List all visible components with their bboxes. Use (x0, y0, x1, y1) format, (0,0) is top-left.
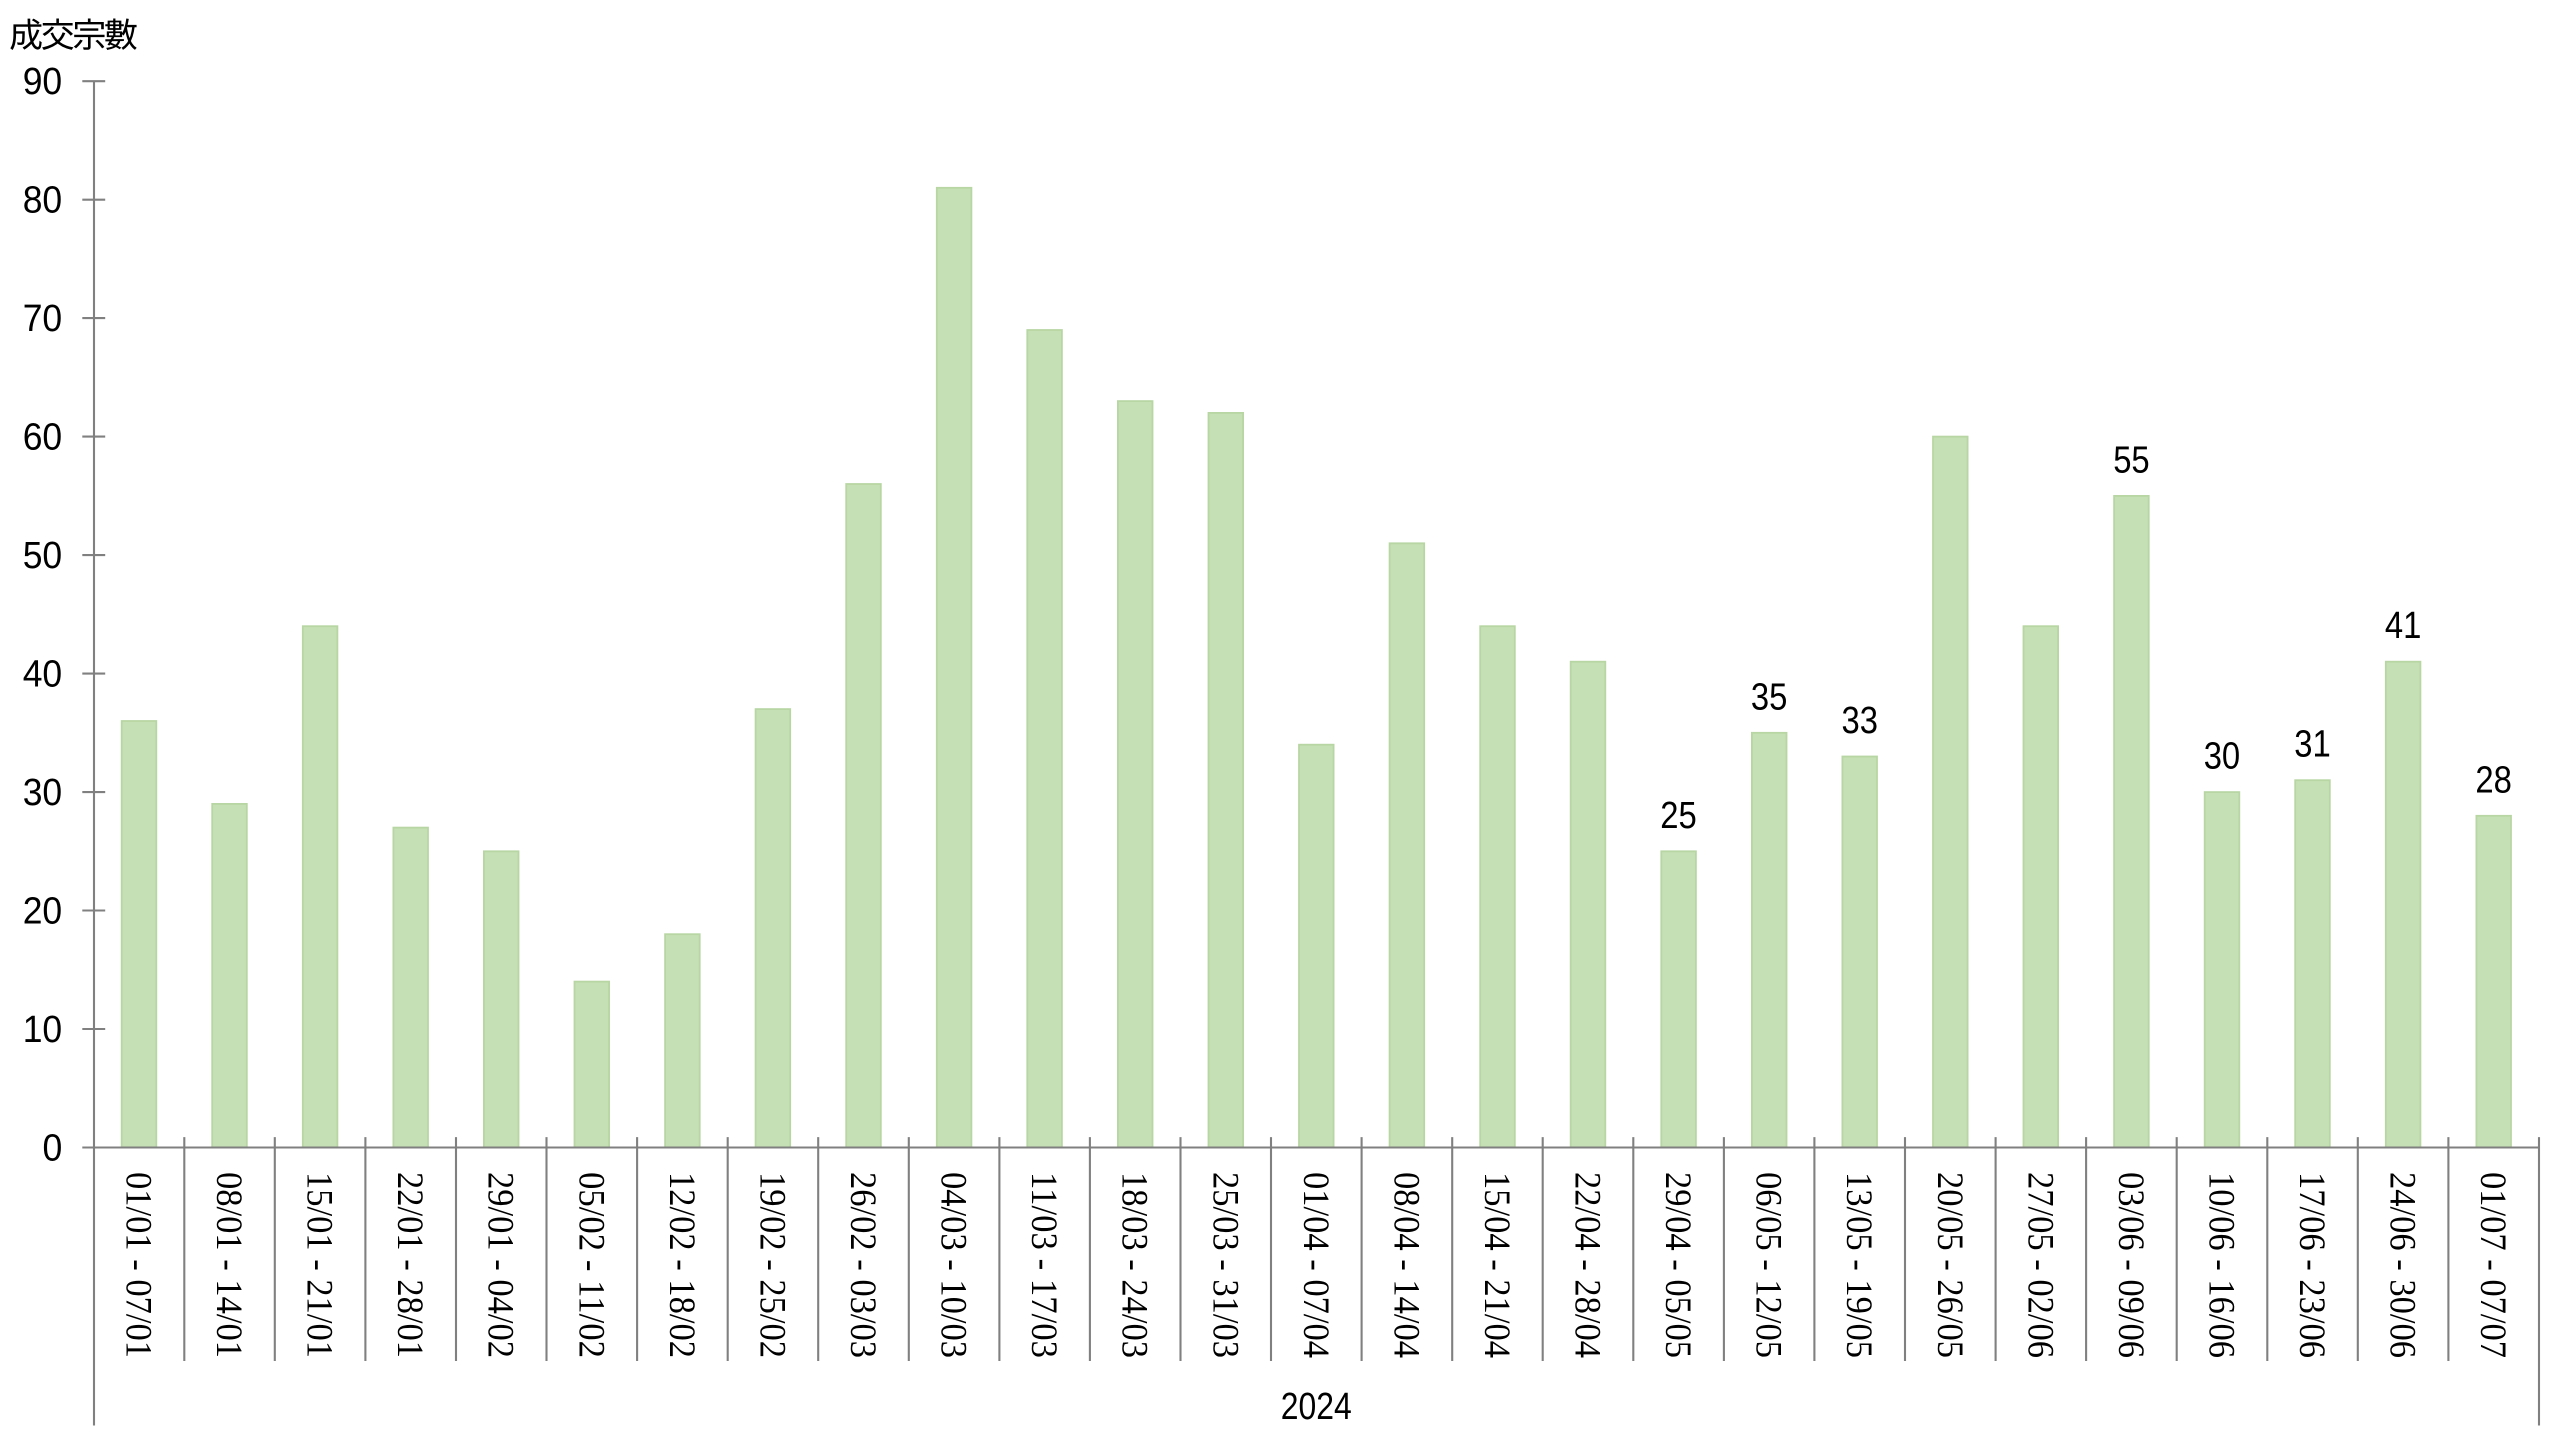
svg-text:29/01 - 04/02: 29/01 - 04/02 (480, 1172, 521, 1358)
svg-text:31: 31 (2294, 724, 2331, 766)
svg-text:2024: 2024 (1281, 1386, 1352, 1428)
svg-text:50: 50 (23, 535, 63, 577)
svg-text:22/01 - 28/01: 22/01 - 28/01 (389, 1172, 430, 1358)
svg-text:01/04 - 07/04: 01/04 - 07/04 (1295, 1172, 1336, 1358)
svg-text:33: 33 (1842, 700, 1879, 742)
svg-text:41: 41 (2385, 605, 2422, 647)
svg-text:05/02 - 11/02: 05/02 - 11/02 (570, 1172, 611, 1358)
svg-text:10: 10 (23, 1009, 63, 1051)
svg-text:25/03 - 31/03: 25/03 - 31/03 (1204, 1172, 1245, 1358)
svg-text:15/01 - 21/01: 15/01 - 21/01 (299, 1172, 340, 1358)
svg-text:27/05 - 02/06: 27/05 - 02/06 (2019, 1172, 2060, 1358)
svg-text:55: 55 (2113, 439, 2150, 481)
svg-text:19/02 - 25/02: 19/02 - 25/02 (751, 1172, 792, 1358)
svg-text:15/04 - 21/04: 15/04 - 21/04 (1476, 1172, 1517, 1358)
svg-text:20/05 - 26/05: 20/05 - 26/05 (1929, 1172, 1970, 1358)
svg-text:30: 30 (23, 772, 63, 814)
svg-text:01/01 - 07/01: 01/01 - 07/01 (118, 1172, 159, 1358)
svg-text:40: 40 (23, 653, 63, 695)
svg-text:04/03 - 10/03: 04/03 - 10/03 (933, 1172, 974, 1358)
svg-text:30: 30 (2204, 736, 2241, 778)
svg-text:18/03 - 24/03: 18/03 - 24/03 (1114, 1172, 1155, 1358)
svg-text:08/01 - 14/01: 08/01 - 14/01 (208, 1172, 249, 1358)
svg-text:03/06 - 09/06: 03/06 - 09/06 (2110, 1172, 2151, 1358)
svg-text:80: 80 (23, 180, 63, 222)
svg-text:12/02 - 18/02: 12/02 - 18/02 (661, 1172, 702, 1358)
svg-text:0: 0 (43, 1127, 63, 1169)
svg-text:08/04 - 14/04: 08/04 - 14/04 (1385, 1172, 1426, 1358)
svg-text:06/05 - 12/05: 06/05 - 12/05 (1748, 1172, 1789, 1358)
svg-text:01/07 - 07/07: 01/07 - 07/07 (2472, 1172, 2513, 1358)
svg-text:29/04 - 05/05: 29/04 - 05/05 (1657, 1172, 1698, 1358)
svg-text:22/04 - 28/04: 22/04 - 28/04 (1567, 1172, 1608, 1358)
svg-text:25: 25 (1660, 795, 1697, 837)
svg-text:10/06 - 16/06: 10/06 - 16/06 (2201, 1172, 2242, 1358)
svg-text:17/06 - 23/06: 17/06 - 23/06 (2291, 1172, 2332, 1358)
svg-text:35: 35 (1751, 676, 1788, 718)
svg-text:13/05 - 19/05: 13/05 - 19/05 (1838, 1172, 1879, 1358)
svg-text:70: 70 (23, 298, 63, 340)
svg-text:24/06 - 30/06: 24/06 - 30/06 (2382, 1172, 2423, 1358)
svg-text:20: 20 (23, 890, 63, 932)
svg-text:60: 60 (23, 416, 63, 458)
svg-text:11/03 - 17/03: 11/03 - 17/03 (1023, 1172, 1064, 1358)
svg-text:28: 28 (2475, 759, 2512, 801)
svg-text:26/02 - 03/03: 26/02 - 03/03 (842, 1172, 883, 1358)
svg-text:90: 90 (23, 61, 63, 103)
